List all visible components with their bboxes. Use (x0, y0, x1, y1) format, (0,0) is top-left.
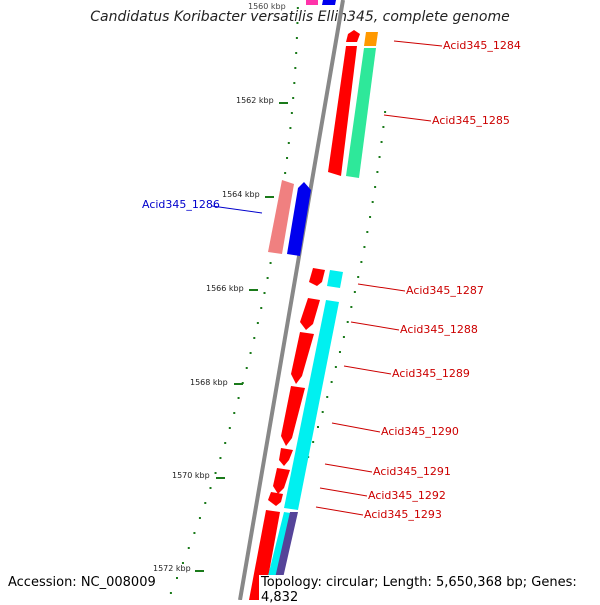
leader-lines (211, 40, 443, 516)
gene-feature[interactable] (327, 270, 343, 288)
leader-line (383, 114, 432, 122)
kbp-label: 1560 kbp (248, 2, 286, 11)
gene-label[interactable]: Acid345_1293 (364, 508, 442, 521)
kbp-label: 1564 kbp (222, 190, 260, 199)
gene-feature[interactable] (322, 0, 336, 5)
gene-label[interactable]: Acid345_1286 (142, 198, 220, 211)
gene-feature[interactable] (291, 332, 314, 384)
kbp-label: 1568 kbp (190, 378, 228, 387)
gene-feature[interactable] (346, 48, 376, 178)
gene-feature[interactable] (281, 386, 305, 446)
leader-line (393, 40, 443, 47)
leader-line (350, 321, 400, 331)
gene-label[interactable]: Acid345_1292 (368, 489, 446, 502)
gene-feature[interactable] (309, 268, 325, 286)
leader-line (315, 506, 364, 516)
gene-labels: Acid345_1284 Acid345_1285 Acid345_1286 A… (142, 39, 521, 521)
gene-label[interactable]: Acid345_1289 (392, 367, 470, 380)
kbp-label: 1572 kbp (153, 564, 191, 573)
tick-track (169, 7, 387, 594)
leader-line (331, 422, 381, 433)
map-title: Candidatus Koribacter versatilis Ellin34… (90, 9, 510, 25)
gene-label[interactable]: Acid345_1290 (381, 425, 459, 438)
leader-line (357, 283, 406, 292)
kbp-label: 1566 kbp (206, 284, 244, 293)
genome-backbone (238, 0, 345, 600)
kbp-label: 1562 kbp (236, 96, 274, 105)
gene-feature[interactable] (268, 492, 283, 506)
gene-feature[interactable] (300, 298, 320, 330)
gene-label[interactable]: Acid345_1284 (443, 39, 521, 52)
leader-line (343, 365, 392, 375)
gene-feature[interactable] (346, 30, 360, 42)
gene-feature[interactable] (279, 448, 293, 466)
leader-line (319, 487, 368, 497)
gene-feature[interactable] (328, 46, 357, 176)
gene-label[interactable]: Acid345_1291 (373, 465, 451, 478)
leader-line (324, 463, 373, 473)
gene-feature[interactable] (284, 300, 339, 510)
gene-feature[interactable] (364, 32, 378, 46)
gene-label[interactable]: Acid345_1287 (406, 284, 484, 297)
kbp-scale: 1560 kbp 1562 kbp 1564 kbp 1566 kbp 1568… (153, 2, 288, 573)
gene-feature[interactable] (268, 180, 294, 254)
gene-feature[interactable] (249, 510, 280, 600)
gene-label[interactable]: Acid345_1288 (400, 323, 478, 336)
gene-feature[interactable] (287, 182, 311, 256)
gene-feature[interactable] (273, 468, 290, 494)
kbp-label: 1570 kbp (172, 471, 210, 480)
accession-label: Accession: NC_008009 (8, 575, 156, 590)
genome-summary: Topology: circular; Length: 5,650,368 bp… (259, 575, 600, 605)
gene-feature[interactable] (306, 0, 318, 5)
leader-line (211, 205, 263, 214)
gene-label[interactable]: Acid345_1285 (432, 114, 510, 127)
